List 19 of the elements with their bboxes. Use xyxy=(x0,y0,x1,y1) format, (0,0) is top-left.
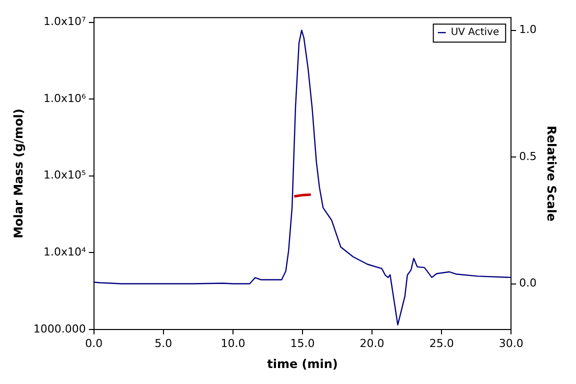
y2-tick-label: 0.0 xyxy=(519,276,537,290)
y-tick-label: 1000.000 xyxy=(33,322,86,336)
y-axis-title: Molar Mass (g/mol) xyxy=(11,108,26,238)
x-tick-label: 30.0 xyxy=(498,336,524,350)
x-tick-label: 5.0 xyxy=(154,336,172,350)
x-tick-label: 20.0 xyxy=(360,336,384,350)
y-tick-label: 1.0x10⁶ xyxy=(43,92,86,105)
y-tick-label: 1.0x10⁷ xyxy=(43,15,86,28)
y-tick-label: 1.0x10⁴ xyxy=(43,245,86,258)
x-tick-label: 10.0 xyxy=(220,336,246,350)
y2-axis-title: Relative Scale xyxy=(544,126,559,222)
x-tick-label: 0.0 xyxy=(85,336,103,350)
x-axis-title: time (min) xyxy=(267,356,338,371)
y2-tick-label: 1.0 xyxy=(519,23,537,36)
y-tick-label: 1.0x10⁵ xyxy=(43,168,86,182)
x-tick-label: 15.0 xyxy=(290,336,315,350)
x-tick-label: 25.0 xyxy=(429,336,454,350)
legend-label: UV Active xyxy=(450,27,500,38)
y2-tick-label: 0.5 xyxy=(519,150,537,163)
